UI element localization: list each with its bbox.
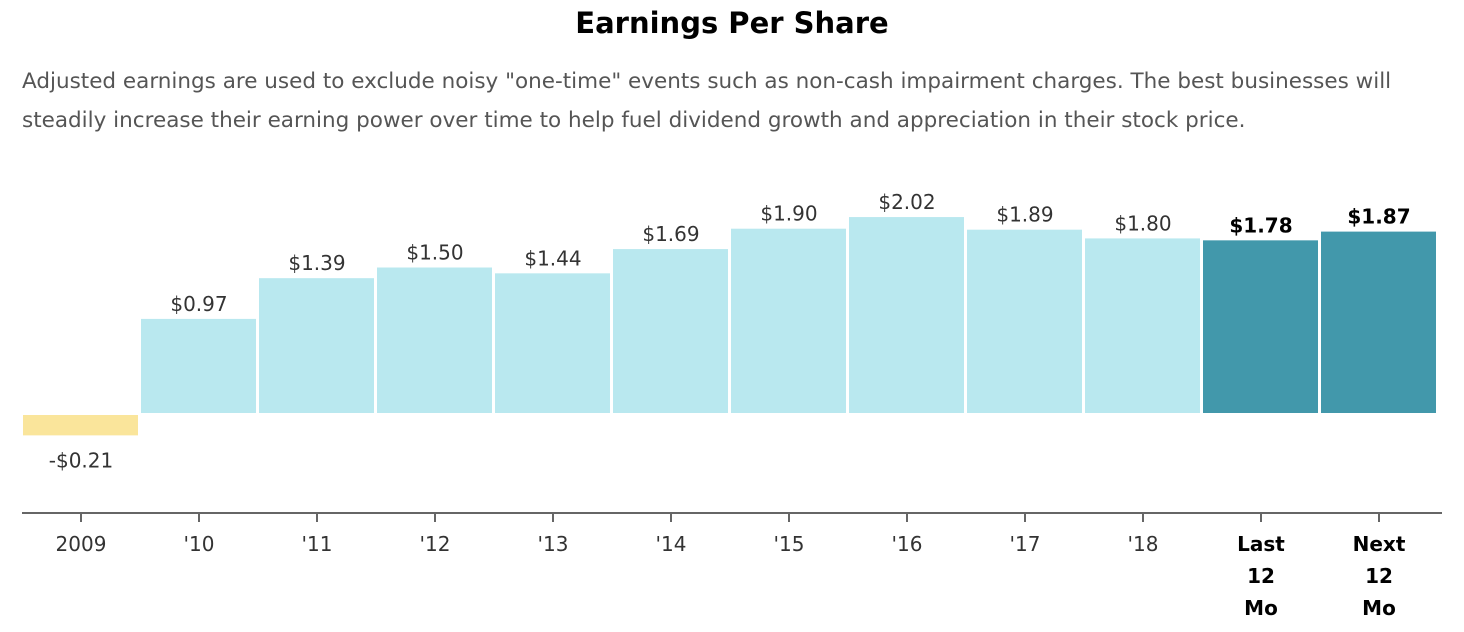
data-label-9: $1.80: [1114, 211, 1171, 235]
x-tick-label-0: 2009: [56, 532, 107, 556]
x-tick-label-10: Mo: [1244, 596, 1278, 620]
bar-6: [731, 228, 846, 413]
bar-11: [1321, 231, 1436, 413]
x-tick-label-11: 12: [1365, 564, 1393, 588]
chart-description: Adjusted earnings are used to exclude no…: [22, 69, 1392, 133]
bar-2: [259, 278, 374, 413]
x-tick-label-7: '16: [892, 532, 923, 556]
x-tick-label-8: '17: [1010, 532, 1041, 556]
chart-title: Earnings Per Share: [575, 6, 889, 40]
x-tick-label-11: Mo: [1362, 596, 1396, 620]
bar-10: [1203, 240, 1318, 413]
bar-8: [967, 229, 1082, 413]
data-label-10: $1.78: [1229, 213, 1292, 237]
data-label-0: -$0.21: [49, 448, 113, 472]
data-label-7: $2.02: [878, 190, 935, 214]
x-tick-label-3: '12: [420, 532, 451, 556]
x-tick-label-10: Last: [1237, 532, 1285, 556]
bar-5: [613, 249, 728, 413]
bar-7: [849, 217, 964, 413]
data-label-4: $1.44: [524, 246, 581, 270]
x-tick-label-10: 12: [1247, 564, 1275, 588]
bar-4: [495, 273, 610, 413]
x-tick-label-6: '15: [774, 532, 805, 556]
data-label-3: $1.50: [406, 241, 463, 265]
x-tick-label-11: Next: [1353, 532, 1406, 556]
data-label-1: $0.97: [170, 292, 227, 316]
data-label-11: $1.87: [1347, 205, 1410, 229]
data-label-2: $1.39: [288, 251, 345, 275]
data-label-6: $1.90: [760, 202, 817, 226]
bar-0: [23, 415, 138, 436]
x-tick-label-4: '13: [538, 532, 569, 556]
x-tick-label-9: '18: [1128, 532, 1159, 556]
bar-3: [377, 267, 492, 413]
x-tick-label-1: '10: [184, 532, 215, 556]
bar-1: [141, 318, 256, 413]
bar-9: [1085, 238, 1200, 413]
x-tick-label-2: '11: [302, 532, 333, 556]
data-label-5: $1.69: [642, 222, 699, 246]
x-tick-label-5: '14: [656, 532, 687, 556]
data-label-8: $1.89: [996, 203, 1053, 227]
